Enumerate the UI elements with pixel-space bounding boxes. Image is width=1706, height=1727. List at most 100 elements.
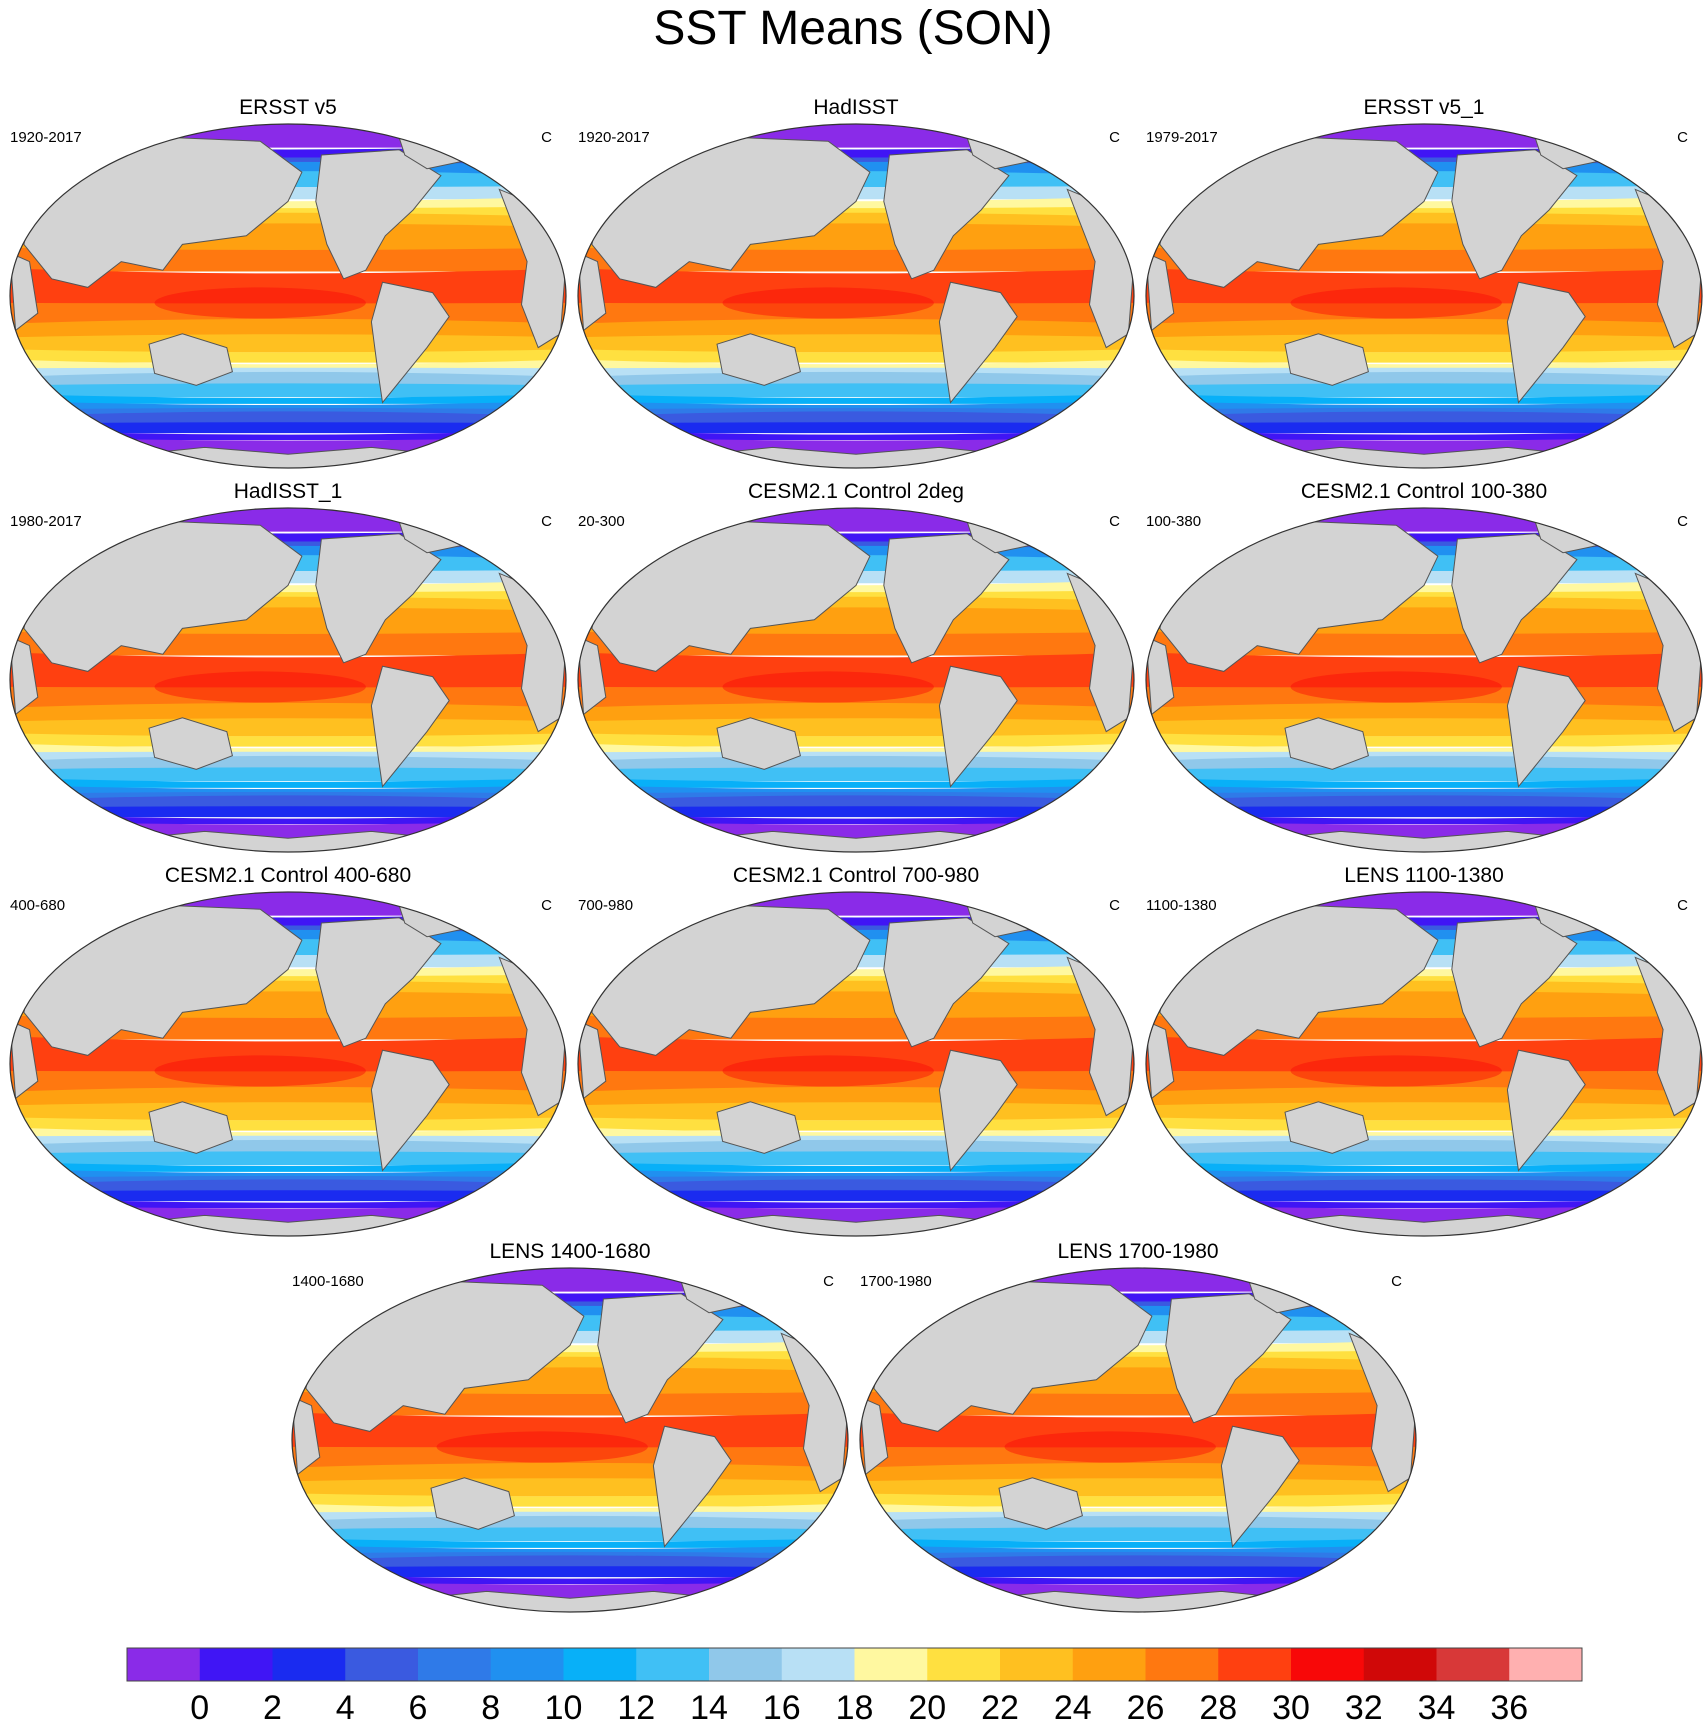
sst-band (578, 778, 1134, 788)
colorbar-swatch (418, 1648, 492, 1681)
sst-band (578, 1162, 1134, 1172)
sst-band (10, 778, 566, 788)
colorbar-swatch (1218, 1648, 1292, 1681)
land-mass-0 (1159, 905, 1439, 1056)
sst-band (578, 422, 1134, 434)
panel-units: C (541, 129, 552, 146)
warm-pool (1004, 1431, 1216, 1463)
warm-pool (436, 1431, 648, 1463)
sst-band (578, 394, 1134, 404)
land-mass-1 (1146, 636, 1175, 716)
colorbar-tick-label: 24 (1054, 1689, 1092, 1727)
colorbar-swatch (854, 1648, 928, 1681)
sst-band (10, 806, 566, 818)
land-mass-2 (998, 1477, 1083, 1530)
panel-title: LENS 1400-1680 (489, 1240, 650, 1263)
land-mass-5 (938, 1049, 1018, 1172)
panel-units: C (1109, 129, 1120, 146)
sst-band (860, 1527, 1416, 1542)
land-mass-1 (10, 252, 39, 332)
panel-units: C (1109, 513, 1120, 530)
map-outline (577, 891, 1135, 1237)
sst-band (1146, 1117, 1702, 1131)
colorbar-swatch (709, 1648, 783, 1681)
sst-band (578, 733, 1134, 747)
panel-period: 1700-1980 (860, 1273, 932, 1290)
colorbar-swatch (272, 1648, 346, 1681)
land-mass-2 (716, 333, 801, 386)
sst-band (1146, 1190, 1702, 1202)
sst-band (10, 349, 566, 363)
panel-units: C (541, 897, 552, 914)
land-mass-5 (1506, 1049, 1586, 1172)
sst-band (292, 1527, 848, 1542)
land-mass-1 (1146, 252, 1175, 332)
land-mass-5 (1220, 1425, 1300, 1548)
warm-pool (722, 671, 934, 703)
warm-pool (722, 287, 934, 319)
panel-title: HadISST (813, 96, 898, 119)
colorbar-tick-label: 8 (481, 1689, 500, 1727)
land-mass-5 (1506, 665, 1586, 788)
map-outline (1145, 123, 1703, 469)
colorbar-swatch (1291, 1648, 1365, 1681)
sst-band (10, 383, 566, 398)
colorbar-tick-label: 22 (981, 1689, 1019, 1727)
sst-band (10, 733, 566, 747)
panel-title: CESM2.1 Control 400-680 (165, 864, 411, 887)
sst-band (1146, 1198, 1702, 1209)
colorbar-swatch (490, 1648, 564, 1681)
land-mass-2 (1284, 1101, 1369, 1154)
colorbar-tick-label: 10 (545, 1689, 583, 1727)
panel-title: LENS 1700-1980 (1057, 1240, 1218, 1263)
land-mass-0 (305, 1281, 585, 1432)
land-mass-0 (23, 521, 303, 672)
map-outline (9, 507, 567, 853)
colorbar-swatch (927, 1648, 1001, 1681)
sst-band (10, 767, 566, 782)
warm-pool (1290, 671, 1502, 703)
colorbar-tick-label: 26 (1127, 1689, 1165, 1727)
warm-pool (1290, 287, 1502, 319)
land-mass-0 (591, 905, 871, 1056)
sst-band (10, 422, 566, 434)
land-mass-0 (1159, 137, 1439, 288)
sst-band (1146, 1151, 1702, 1166)
panel-period: 1980-2017 (10, 513, 82, 530)
colorbar-tick-label: 4 (336, 1689, 355, 1727)
land-mass-0 (873, 1281, 1153, 1432)
sst-band (578, 383, 1134, 398)
map-panel: HadISST 1920-2017 C (577, 96, 1135, 469)
sst-band (1146, 394, 1702, 404)
colorbar-swatch (781, 1648, 855, 1681)
sst-band (578, 1151, 1134, 1166)
panel-title: ERSST v5_1 (1363, 96, 1484, 119)
map-panel: CESM2.1 Control 700-980 700-980 C (577, 864, 1135, 1237)
sst-band (1146, 767, 1702, 782)
map-panel: CESM2.1 Control 400-680 400-680 C (9, 864, 567, 1237)
panel-units: C (1677, 129, 1688, 146)
land-mass-1 (10, 1020, 39, 1100)
sst-band (578, 767, 1134, 782)
land-mass-2 (148, 333, 233, 386)
land-mass-5 (938, 665, 1018, 788)
map-panel: CESM2.1 Control 100-380 100-380 C (1145, 480, 1703, 853)
sst-band (292, 1538, 848, 1548)
panel-period: 1920-2017 (578, 129, 650, 146)
sst-band (578, 430, 1134, 441)
sst-band (860, 1493, 1416, 1507)
warm-pool (154, 1055, 366, 1087)
map-outline (577, 123, 1135, 469)
colorbar-tick-label: 2 (263, 1689, 282, 1727)
panel-period: 1100-1380 (1146, 897, 1217, 914)
warm-pool (154, 287, 366, 319)
sst-band (1146, 814, 1702, 825)
land-mass-1 (578, 252, 607, 332)
sst-band (292, 1493, 848, 1507)
colorbar-swatch (1000, 1648, 1074, 1681)
land-mass-1 (1146, 1020, 1175, 1100)
panel-units: C (1109, 897, 1120, 914)
colorbar-swatch (563, 1648, 637, 1681)
